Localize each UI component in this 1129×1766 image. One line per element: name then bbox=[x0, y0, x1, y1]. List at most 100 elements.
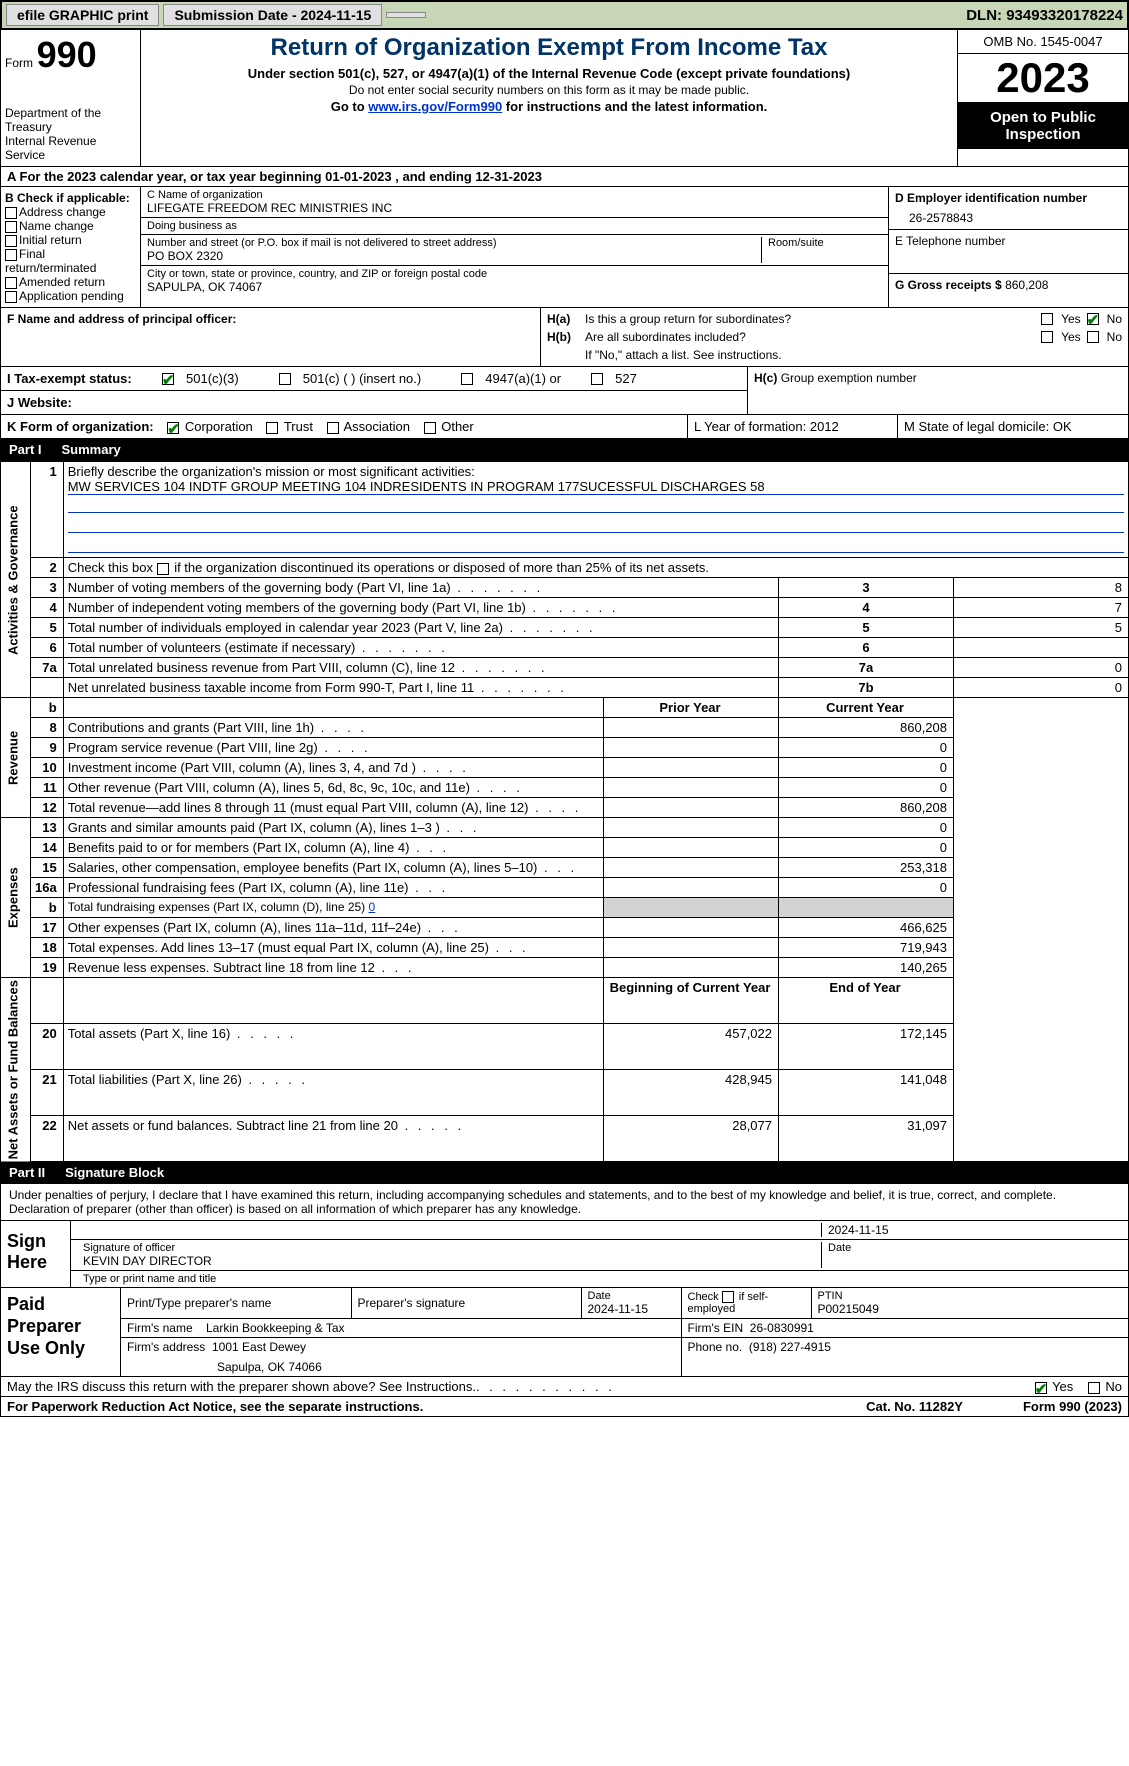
ptin-lbl: PTIN bbox=[818, 1290, 1123, 1302]
line-1-val: MW SERVICES 104 INDTF GROUP MEETING 104 … bbox=[68, 479, 1124, 495]
line-5-no: 5 bbox=[31, 618, 64, 638]
prep-date: 2024-11-15 bbox=[588, 1302, 675, 1316]
hb-yes[interactable] bbox=[1041, 331, 1053, 343]
ha-yes[interactable] bbox=[1041, 313, 1053, 325]
tax-year: 2023 bbox=[958, 54, 1128, 103]
line-9-cur: 0 bbox=[779, 738, 954, 758]
line-11-cur: 0 bbox=[779, 778, 954, 798]
chk-trust[interactable] bbox=[266, 422, 278, 434]
perjury-statement: Under penalties of perjury, I declare th… bbox=[0, 1184, 1129, 1221]
ha-no[interactable] bbox=[1087, 313, 1099, 325]
current-year-head: Current Year bbox=[779, 698, 954, 718]
ha-text: Is this a group return for subordinates? bbox=[585, 312, 1041, 326]
line-13-prior bbox=[604, 818, 779, 838]
line-11-prior bbox=[604, 778, 779, 798]
line-8-prior bbox=[604, 718, 779, 738]
efile-graphic-btn[interactable]: efile GRAPHIC print bbox=[6, 4, 159, 26]
line-3-val: 8 bbox=[954, 578, 1129, 598]
chk-501c3[interactable] bbox=[162, 373, 174, 385]
org-name-lbl: C Name of organization bbox=[147, 189, 882, 201]
line-3-tag: 3 bbox=[779, 578, 954, 598]
street-lbl: Number and street (or P.O. box if mail i… bbox=[147, 237, 755, 249]
row-f-h: F Name and address of principal officer:… bbox=[0, 308, 1129, 367]
sign-here-block: Sign Here 2024-11-15 Signature of office… bbox=[0, 1221, 1129, 1288]
irs-q: May the IRS discuss this return with the… bbox=[7, 1379, 476, 1394]
chk-4947[interactable] bbox=[461, 373, 473, 385]
firm-addr-lbl: Firm's address bbox=[127, 1340, 205, 1354]
chk-corp[interactable] bbox=[167, 422, 179, 434]
chk-app-pending[interactable] bbox=[5, 291, 17, 303]
street-val: PO BOX 2320 bbox=[147, 249, 755, 263]
chk-initial-return[interactable] bbox=[5, 235, 17, 247]
i-label: I Tax-exempt status: bbox=[7, 371, 152, 386]
line-7a-desc: Total unrelated business revenue from Pa… bbox=[63, 658, 778, 678]
line-6-val bbox=[954, 638, 1129, 658]
chk-527[interactable] bbox=[591, 373, 603, 385]
city-val: SAPULPA, OK 74067 bbox=[147, 280, 882, 294]
dept-treasury: Department of the Treasury Internal Reve… bbox=[5, 106, 136, 162]
firm-city: Sapulpa, OK 74066 bbox=[127, 1354, 675, 1374]
line-17-no: 17 bbox=[31, 918, 64, 938]
form-header: Form 990 Department of the Treasury Inte… bbox=[0, 30, 1129, 167]
phone-val: (918) 227-4915 bbox=[749, 1340, 831, 1354]
chk-amended[interactable] bbox=[5, 277, 17, 289]
chk-501c[interactable] bbox=[279, 373, 291, 385]
line-16a-no: 16a bbox=[31, 878, 64, 898]
chk-other[interactable] bbox=[424, 422, 436, 434]
line-17-prior bbox=[604, 918, 779, 938]
line-20-begin: 457,022 bbox=[604, 1024, 779, 1070]
fundraising-link[interactable]: 0 bbox=[369, 900, 376, 914]
hb-no[interactable] bbox=[1087, 331, 1099, 343]
irs-no[interactable] bbox=[1088, 1382, 1100, 1394]
chk-assoc[interactable] bbox=[327, 422, 339, 434]
line-b-prior bbox=[604, 898, 779, 918]
hb-text: Are all subordinates included? bbox=[585, 330, 1041, 344]
line-7b-val: 0 bbox=[954, 678, 1129, 698]
line-2-desc: Check this box if the organization disco… bbox=[63, 558, 1128, 578]
chk-final-return[interactable] bbox=[5, 249, 17, 261]
type-name-lbl: Type or print name and title bbox=[77, 1273, 1122, 1285]
form-footer: Form 990 (2023) bbox=[1023, 1399, 1122, 1414]
line-1-lbl: Briefly describe the organization's miss… bbox=[68, 464, 1124, 479]
gross-val: 860,208 bbox=[1005, 278, 1048, 292]
irs-yes[interactable] bbox=[1035, 1382, 1047, 1394]
line-15-desc: Salaries, other compensation, employee b… bbox=[63, 858, 603, 878]
line-8-no: 8 bbox=[31, 718, 64, 738]
prior-year-head: Prior Year bbox=[604, 698, 779, 718]
line-4-desc: Number of independent voting members of … bbox=[63, 598, 778, 618]
paid-preparer-lbl: Paid Preparer Use Only bbox=[1, 1288, 121, 1376]
subtitle-1: Under section 501(c), 527, or 4947(a)(1)… bbox=[151, 66, 947, 81]
chk-discontinued[interactable] bbox=[157, 563, 169, 575]
line-19-desc: Revenue less expenses. Subtract line 18 … bbox=[63, 958, 603, 978]
col-b-label: B Check if applicable: bbox=[5, 191, 136, 205]
ptin-val: P00215049 bbox=[818, 1302, 1123, 1316]
begin-year-head: Beginning of Current Year bbox=[604, 978, 779, 1024]
submission-date-btn[interactable]: Submission Date - 2024-11-15 bbox=[163, 4, 382, 26]
line-4-val: 7 bbox=[954, 598, 1129, 618]
line-9-prior bbox=[604, 738, 779, 758]
chk-self-emp[interactable] bbox=[722, 1291, 734, 1303]
part-1-num: Part I bbox=[9, 442, 42, 457]
chk-address-change[interactable] bbox=[5, 207, 17, 219]
rev-b: b bbox=[31, 698, 64, 718]
hc-tag: H(c) bbox=[754, 371, 777, 385]
k-label: K Form of organization: bbox=[7, 419, 154, 434]
chk-name-change[interactable] bbox=[5, 221, 17, 233]
form990-link[interactable]: www.irs.gov/Form990 bbox=[368, 99, 502, 114]
end-year-head: End of Year bbox=[779, 978, 954, 1024]
efile-topbar: efile GRAPHIC print Submission Date - 20… bbox=[0, 0, 1129, 30]
line-17-desc: Other expenses (Part IX, column (A), lin… bbox=[63, 918, 603, 938]
tel-lbl: E Telephone number bbox=[895, 234, 1122, 248]
hc-text: Group exemption number bbox=[781, 371, 917, 385]
line-8-desc: Contributions and grants (Part VIII, lin… bbox=[63, 718, 603, 738]
info-grid: B Check if applicable: Address change Na… bbox=[0, 187, 1129, 308]
ein-lbl: D Employer identification number bbox=[895, 191, 1122, 205]
line-18-desc: Total expenses. Add lines 13–17 (must eq… bbox=[63, 938, 603, 958]
line-7a-no: 7a bbox=[31, 658, 64, 678]
line-19-prior bbox=[604, 958, 779, 978]
line-7a-val: 0 bbox=[954, 658, 1129, 678]
l-year-formation: L Year of formation: 2012 bbox=[688, 415, 898, 438]
hb-tag: H(b) bbox=[547, 330, 585, 344]
line-15-cur: 253,318 bbox=[779, 858, 954, 878]
paid-preparer-block: Paid Preparer Use Only Print/Type prepar… bbox=[0, 1288, 1129, 1377]
